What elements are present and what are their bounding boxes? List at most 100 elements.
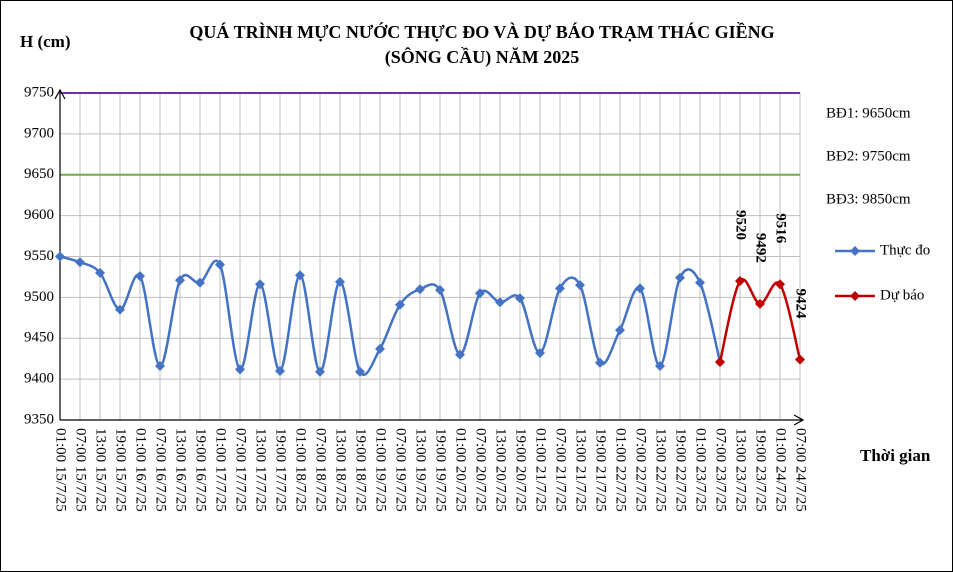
point-marker bbox=[195, 277, 205, 288]
y-axis-label: H (cm) bbox=[20, 32, 71, 51]
x-tick-label: 19:00 15/7/25 bbox=[113, 428, 129, 512]
x-tick-label: 19:00 17/7/25 bbox=[273, 428, 289, 512]
x-axis-label: Thời gian bbox=[860, 446, 931, 465]
x-tick-label: 13:00 21/7/25 bbox=[573, 428, 589, 512]
data-label: 9516 bbox=[773, 213, 789, 244]
point-marker bbox=[55, 251, 65, 262]
point-marker bbox=[155, 361, 165, 372]
x-tick-label: 01:00 20/7/25 bbox=[453, 428, 469, 512]
threshold-label: BĐ1: 9650cm bbox=[826, 105, 911, 121]
x-tick-label: 01:00 15/7/25 bbox=[53, 428, 69, 512]
x-tick-label: 01:00 24/7/25 bbox=[773, 428, 789, 512]
point-marker bbox=[715, 356, 725, 367]
y-tick-label: 9350 bbox=[24, 411, 54, 427]
point-marker bbox=[735, 276, 745, 287]
x-tick-label: 07:00 21/7/25 bbox=[553, 428, 569, 512]
point-marker bbox=[635, 283, 645, 294]
point-marker bbox=[475, 288, 485, 299]
y-tick-label: 9650 bbox=[24, 166, 54, 182]
x-tick-label: 01:00 17/7/25 bbox=[213, 428, 229, 512]
chart-title: (SÔNG CẦU) NĂM 2025 bbox=[385, 46, 579, 68]
x-tick-label: 19:00 18/7/25 bbox=[353, 428, 369, 512]
x-tick-label: 01:00 19/7/25 bbox=[373, 428, 389, 512]
x-tick-label: 13:00 18/7/25 bbox=[333, 428, 349, 512]
point-marker bbox=[295, 270, 305, 281]
point-marker bbox=[615, 325, 625, 336]
point-marker bbox=[675, 272, 685, 283]
x-tick-label: 07:00 16/7/25 bbox=[153, 428, 169, 512]
x-tick-label: 07:00 19/7/25 bbox=[393, 428, 409, 512]
point-marker bbox=[455, 349, 465, 360]
point-marker bbox=[695, 277, 705, 288]
point-marker bbox=[755, 298, 765, 309]
y-tick-label: 9400 bbox=[24, 371, 54, 387]
point-marker bbox=[95, 267, 105, 278]
x-tick-label: 07:00 22/7/25 bbox=[633, 428, 649, 512]
x-tick-label: 19:00 22/7/25 bbox=[673, 428, 689, 512]
x-tick-label: 13:00 22/7/25 bbox=[653, 428, 669, 512]
threshold-label: BĐ2: 9750cm bbox=[826, 148, 911, 164]
x-tick-label: 01:00 18/7/25 bbox=[293, 428, 309, 512]
x-tick-label: 07:00 15/7/25 bbox=[73, 428, 89, 512]
point-marker bbox=[215, 259, 225, 270]
x-tick-label: 19:00 16/7/25 bbox=[193, 428, 209, 512]
y-tick-label: 9450 bbox=[24, 330, 54, 346]
y-tick-label: 9750 bbox=[24, 84, 54, 100]
threshold-label: BĐ3: 9850cm bbox=[826, 191, 911, 207]
x-tick-label: 01:00 21/7/25 bbox=[533, 428, 549, 512]
data-label: 9520 bbox=[733, 210, 749, 240]
x-tick-label: 01:00 23/7/25 bbox=[693, 428, 709, 512]
point-marker bbox=[275, 365, 285, 376]
point-marker bbox=[335, 276, 345, 287]
point-marker bbox=[535, 347, 545, 358]
point-marker bbox=[515, 293, 525, 304]
y-tick-label: 9700 bbox=[24, 125, 54, 141]
y-tick-label: 9500 bbox=[24, 289, 54, 305]
point-marker bbox=[355, 366, 365, 377]
x-tick-label: 13:00 16/7/25 bbox=[173, 428, 189, 512]
y-tick-label: 9600 bbox=[24, 207, 54, 223]
point-marker bbox=[135, 271, 145, 282]
point-marker bbox=[315, 366, 325, 377]
y-tick-label: 9550 bbox=[24, 248, 54, 264]
x-tick-label: 13:00 19/7/25 bbox=[413, 428, 429, 512]
x-tick-label: 01:00 22/7/25 bbox=[613, 428, 629, 512]
x-tick-label: 07:00 24/7/25 bbox=[793, 428, 809, 512]
point-marker bbox=[795, 354, 805, 365]
point-marker bbox=[175, 275, 185, 286]
x-tick-label: 07:00 18/7/25 bbox=[313, 428, 329, 512]
x-tick-label: 07:00 23/7/25 bbox=[713, 428, 729, 512]
point-marker bbox=[555, 283, 565, 294]
point-marker bbox=[255, 279, 265, 290]
legend-marker bbox=[850, 291, 860, 301]
x-tick-label: 07:00 17/7/25 bbox=[233, 428, 249, 512]
legend-marker bbox=[850, 246, 860, 256]
legend-label: Thực đo bbox=[880, 242, 930, 258]
y-axis-arrow bbox=[54, 88, 66, 100]
point-marker bbox=[575, 280, 585, 291]
point-marker bbox=[495, 297, 505, 308]
x-tick-label: 13:00 20/7/25 bbox=[493, 428, 509, 512]
x-tick-label: 19:00 23/7/25 bbox=[753, 428, 769, 512]
point-marker bbox=[395, 299, 405, 310]
point-marker bbox=[75, 257, 85, 268]
x-tick-label: 19:00 19/7/25 bbox=[433, 428, 449, 512]
x-tick-label: 13:00 15/7/25 bbox=[93, 428, 109, 512]
x-tick-label: 07:00 20/7/25 bbox=[473, 428, 489, 512]
point-marker bbox=[235, 364, 245, 375]
data-label: 9492 bbox=[753, 233, 769, 263]
point-marker bbox=[435, 285, 445, 296]
point-marker bbox=[595, 357, 605, 368]
x-axis-arrow bbox=[793, 414, 805, 426]
point-marker bbox=[375, 343, 385, 354]
x-tick-label: 19:00 21/7/25 bbox=[593, 428, 609, 512]
point-marker bbox=[775, 279, 785, 290]
point-marker bbox=[655, 361, 665, 372]
x-tick-label: 13:00 23/7/25 bbox=[733, 428, 749, 512]
chart-title: QUÁ TRÌNH MỰC NƯỚC THỰC ĐO VÀ DỰ BÁO TRẠ… bbox=[189, 21, 774, 42]
point-marker bbox=[115, 304, 125, 315]
legend-label: Dự báo bbox=[880, 287, 924, 303]
point-marker bbox=[415, 284, 425, 295]
